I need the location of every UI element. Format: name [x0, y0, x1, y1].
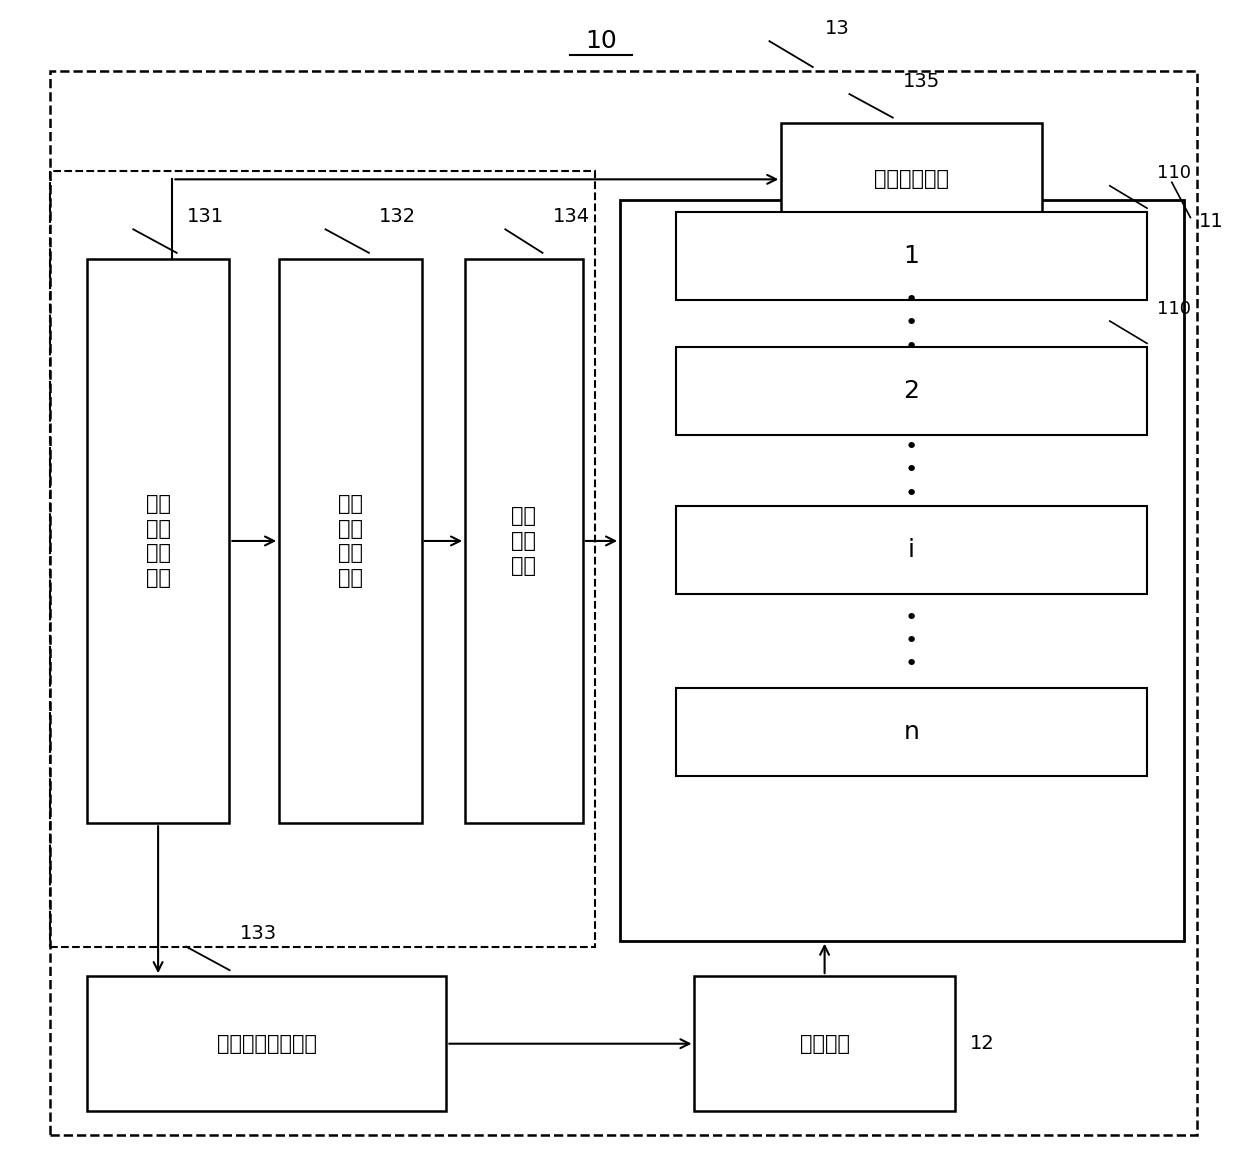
Text: 110: 110 — [1157, 300, 1190, 318]
Text: i: i — [908, 537, 915, 562]
Text: 背光信号调节单元: 背光信号调节单元 — [217, 1034, 316, 1054]
Text: 134: 134 — [552, 207, 589, 226]
Text: 133: 133 — [239, 924, 277, 943]
Text: 135: 135 — [903, 72, 940, 91]
Text: 数据驱动单元: 数据驱动单元 — [874, 169, 949, 189]
Text: 扫描
驱动
单元: 扫描 驱动 单元 — [511, 506, 537, 576]
Text: 控制
信号
处理
单元: 控制 信号 处理 单元 — [145, 494, 171, 588]
Text: 10: 10 — [585, 29, 618, 53]
Text: 背光模组: 背光模组 — [800, 1034, 849, 1054]
Bar — [694, 976, 955, 1111]
Text: 2: 2 — [904, 379, 919, 403]
Text: 12: 12 — [970, 1034, 994, 1054]
Text: n: n — [904, 720, 919, 744]
Text: 显示
信号
调节
单元: 显示 信号 调节 单元 — [337, 494, 363, 588]
Text: 11: 11 — [1199, 212, 1224, 230]
Bar — [279, 259, 422, 823]
Text: 132: 132 — [379, 207, 415, 226]
Text: •
•
•: • • • — [905, 608, 918, 674]
Text: 13: 13 — [826, 19, 849, 38]
Text: •
•
•: • • • — [905, 437, 918, 503]
Text: 1: 1 — [904, 243, 919, 268]
Text: 131: 131 — [187, 207, 223, 226]
Text: •
•
•: • • • — [905, 290, 918, 356]
Bar — [676, 688, 1147, 776]
Bar — [465, 259, 583, 823]
Text: 110: 110 — [1157, 165, 1190, 182]
Bar — [87, 976, 446, 1111]
Bar — [620, 200, 1184, 941]
Bar — [676, 506, 1147, 594]
Bar — [50, 171, 595, 947]
Bar — [781, 123, 1042, 235]
Bar — [87, 259, 229, 823]
Bar — [676, 212, 1147, 300]
Bar — [676, 347, 1147, 435]
